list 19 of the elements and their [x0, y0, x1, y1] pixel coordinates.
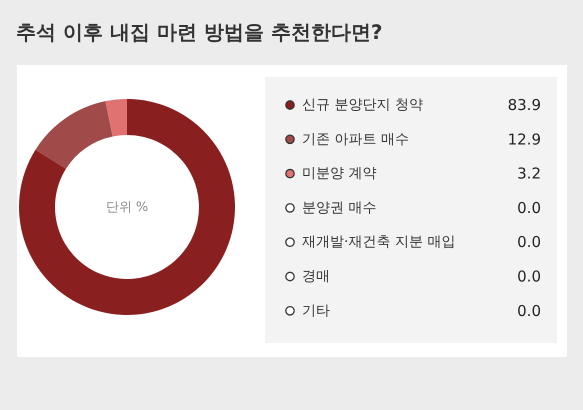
text: 0.0	[517, 198, 541, 217]
donut-slice	[19, 99, 235, 315]
text: 0.0	[517, 302, 541, 320]
text: 0.0	[517, 233, 541, 252]
legend-label: 기타	[302, 302, 330, 319]
legend-label: 기존 아파트 매수	[302, 131, 409, 148]
donut-slice	[35, 101, 113, 169]
donut-slice	[105, 99, 127, 136]
data-label: 83.9	[508, 96, 541, 114]
text: 단위 %	[106, 200, 148, 215]
legend-label: 재개발·재건축 지분 매입	[302, 234, 456, 250]
chart-title: 추석 이후 내집 마련 방법을 추천한다면?	[16, 20, 382, 44]
data-label: 12.9	[508, 130, 541, 148]
text: 0.0	[517, 268, 541, 286]
legend-label: 경매	[302, 268, 330, 284]
data-label: 3.2	[517, 164, 541, 183]
legend-label: 분양권 매수	[302, 200, 376, 216]
legend-label: 미분양 계약	[302, 166, 376, 182]
legend-label: 신규 분양단지 청약	[302, 97, 423, 113]
